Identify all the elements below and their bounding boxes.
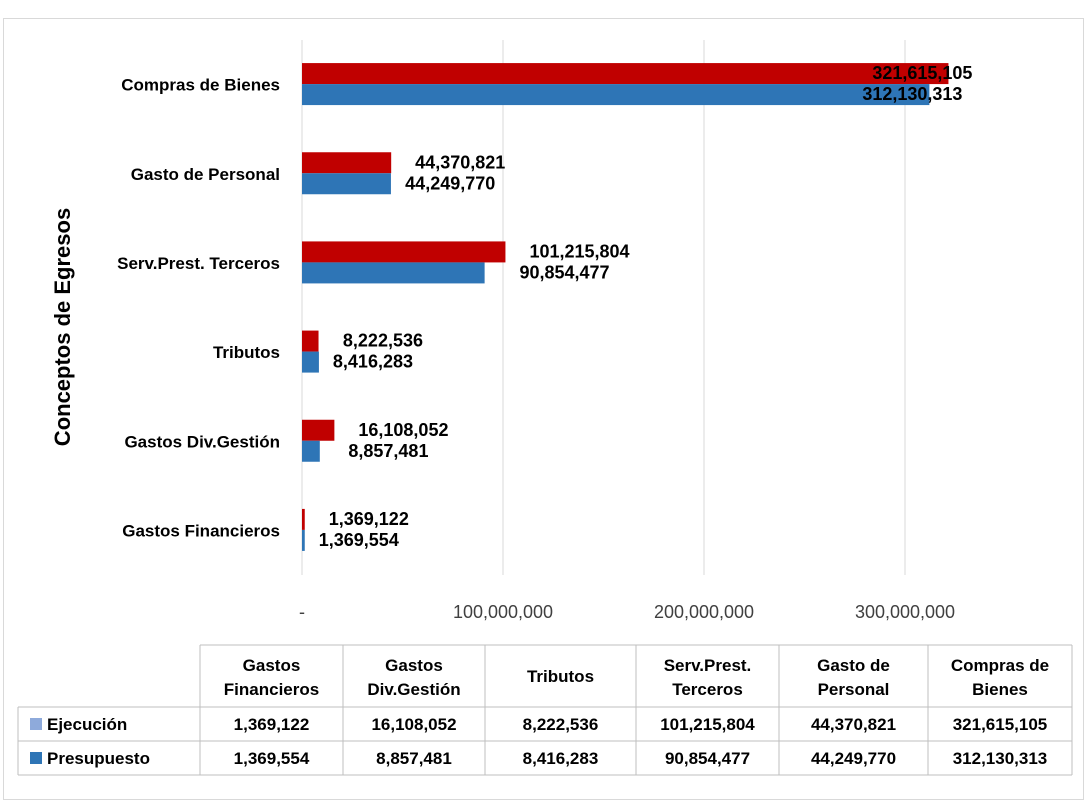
category-label: Compras de Bienes <box>121 76 280 95</box>
table-header: Serv.Prest. <box>664 656 752 675</box>
bar-ejecucion <box>302 419 335 441</box>
table-cell: 8,857,481 <box>376 749 452 768</box>
data-table: Gastos Financieros Gastos Div.Gestión Tribut… <box>17 644 1073 776</box>
data-label-ejecucion: 1,369,122 <box>329 509 409 529</box>
legend-label: Ejecución <box>47 715 127 734</box>
bar-ejecucion <box>302 152 392 174</box>
table-header: Tributos <box>527 667 594 686</box>
bar-ejecucion <box>302 508 305 530</box>
data-label-presupuesto: 1,369,554 <box>319 530 399 550</box>
category-label: Gastos Financieros <box>122 521 280 540</box>
table-header: Personal <box>818 680 890 699</box>
data-label-presupuesto: 8,857,481 <box>348 441 428 461</box>
data-label-presupuesto: 44,249,770 <box>405 173 495 193</box>
data-label-presupuesto: 312,130,313 <box>862 84 962 104</box>
category-label: Gasto de Personal <box>131 165 280 184</box>
table-header: Bienes <box>972 680 1028 699</box>
legend-swatch <box>30 752 42 764</box>
data-label-ejecucion: 101,215,804 <box>529 241 629 261</box>
table-header: Financieros <box>224 680 319 699</box>
table-cell: 321,615,105 <box>953 715 1048 734</box>
category-label: Serv.Prest. Terceros <box>117 254 280 273</box>
table-cell: 312,130,313 <box>953 749 1048 768</box>
data-label-ejecucion: 321,615,105 <box>872 63 972 83</box>
category-labels: Gastos Financieros Gastos Div.Gestión Trib… <box>117 76 280 541</box>
bar-presupuesto <box>302 84 930 106</box>
x-tick-label: 100,000,000 <box>453 602 553 622</box>
x-tick-labels: - 100,000,000 200,000,000 300,000,000 <box>299 602 955 622</box>
table-header: Compras de <box>951 656 1049 675</box>
bar-presupuesto <box>302 262 485 284</box>
data-label-ejecucion: 16,108,052 <box>358 420 448 440</box>
x-tick-label: - <box>299 602 305 622</box>
legend-swatch <box>30 718 42 730</box>
table-cell: 8,222,536 <box>523 715 599 734</box>
bar-ejecucion <box>302 63 949 85</box>
gridlines <box>301 40 906 575</box>
table-cell: 101,215,804 <box>660 715 755 734</box>
bar-presupuesto <box>302 440 320 462</box>
table-cell: 1,369,122 <box>234 715 310 734</box>
x-tick-label: 300,000,000 <box>855 602 955 622</box>
table-header: Gastos <box>385 656 443 675</box>
table-cell: 8,416,283 <box>523 749 599 768</box>
bar-presupuesto <box>302 351 319 373</box>
table-cell: 44,249,770 <box>811 749 896 768</box>
table-header: Terceros <box>672 680 743 699</box>
table-cell: 1,369,554 <box>234 749 310 768</box>
bar-presupuesto <box>302 529 305 551</box>
table-header: Div.Gestión <box>367 680 460 699</box>
table-cell: 44,370,821 <box>811 715 896 734</box>
bar-ejecucion <box>302 330 319 352</box>
bar-ejecucion <box>302 241 506 263</box>
table-header: Gastos <box>243 656 301 675</box>
category-label: Tributos <box>213 343 280 362</box>
legend-label: Presupuesto <box>47 749 150 768</box>
category-label: Gastos Div.Gestión <box>124 432 280 451</box>
chart-frame <box>3 18 1084 800</box>
data-label-ejecucion: 8,222,536 <box>343 331 423 351</box>
data-label-presupuesto: 8,416,283 <box>333 352 413 372</box>
y-axis-title: Conceptos de Egresos <box>50 208 75 446</box>
data-label-presupuesto: 90,854,477 <box>519 262 609 282</box>
table-cell: 16,108,052 <box>371 715 456 734</box>
table-cell: 90,854,477 <box>665 749 750 768</box>
x-tick-label: 200,000,000 <box>654 602 754 622</box>
bar-presupuesto <box>302 173 391 195</box>
data-label-ejecucion: 44,370,821 <box>415 152 505 172</box>
table-header: Gasto de <box>817 656 890 675</box>
